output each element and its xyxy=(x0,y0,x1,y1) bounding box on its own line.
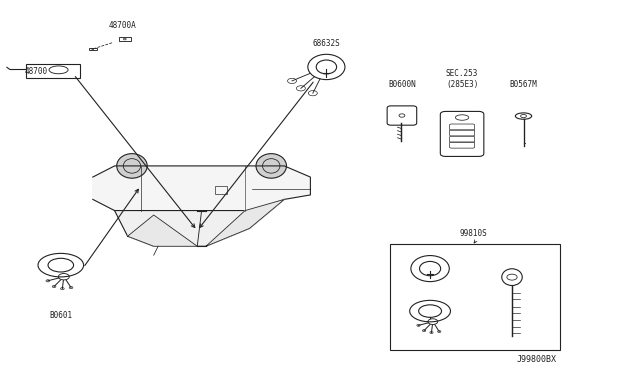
Bar xyxy=(26,64,81,78)
Text: SEC.253
(285E3): SEC.253 (285E3) xyxy=(446,69,478,89)
Text: 48700A: 48700A xyxy=(109,21,137,30)
Ellipse shape xyxy=(256,154,287,178)
Bar xyxy=(119,37,131,41)
Polygon shape xyxy=(127,215,197,246)
Text: 99810S: 99810S xyxy=(460,229,488,238)
Bar xyxy=(89,48,97,51)
Text: J99800BX: J99800BX xyxy=(517,355,557,364)
Polygon shape xyxy=(206,199,284,246)
Ellipse shape xyxy=(116,154,147,178)
Text: B0600N: B0600N xyxy=(388,80,416,89)
Bar xyxy=(390,244,560,350)
Text: 68632S: 68632S xyxy=(312,39,340,48)
Polygon shape xyxy=(93,166,310,211)
Polygon shape xyxy=(115,199,284,246)
Text: B0567M: B0567M xyxy=(509,80,538,89)
Bar xyxy=(214,186,227,194)
Text: B0601: B0601 xyxy=(49,311,72,320)
Text: 48700: 48700 xyxy=(24,67,47,76)
